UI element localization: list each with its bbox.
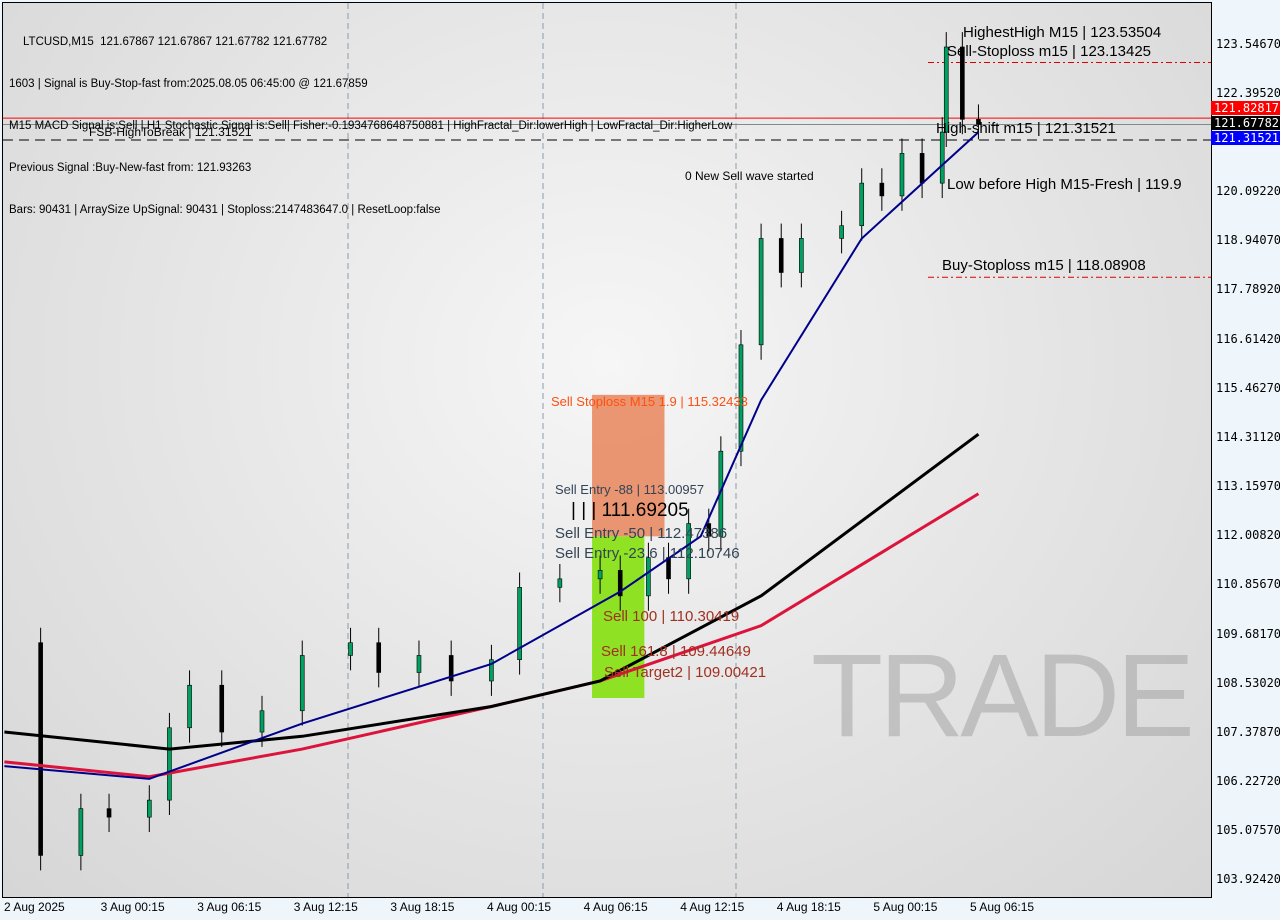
chart-header: LTCUSD,M15 121.67867 121.67867 121.67782… xyxy=(9,7,732,245)
y-tick-label: 112.00820 xyxy=(1216,527,1280,542)
x-tick-label: 3 Aug 12:15 xyxy=(293,900,358,914)
indicator-line: M15 MACD Signal is:Sell | H1 Stochastic … xyxy=(9,120,733,132)
sell-entry-88-label: Sell Entry -88 | 113.00957 xyxy=(555,482,705,497)
candle-body xyxy=(348,642,353,656)
high-shift-label: High-shift m15 | 121.31521 xyxy=(936,120,1116,137)
candle-body xyxy=(557,578,563,588)
sell-100-label: Sell 100 | 110.30419 xyxy=(603,608,740,625)
bars-info: Bars: 90431 | ArraySize UpSignal: 90431 … xyxy=(9,204,441,216)
candle-body xyxy=(706,523,712,537)
candle-body xyxy=(219,684,225,733)
y-tick-label: 110.85670 xyxy=(1216,576,1280,591)
candle-body xyxy=(167,727,172,801)
sell-entry-23-label: Sell Entry -23.6 | 112.10746 xyxy=(555,545,740,562)
sell-target2-label: Sell Target2 | 109.00421 xyxy=(604,664,767,681)
candle-body xyxy=(38,642,43,856)
candle-body xyxy=(299,655,305,712)
y-tick-label: 115.46270 xyxy=(1216,380,1280,395)
candle-body xyxy=(376,642,382,673)
candle-body xyxy=(617,570,623,597)
price-badge-blue: 121.31521 xyxy=(1211,131,1280,145)
price-badge-current: 121.67782 xyxy=(1211,116,1280,130)
fsb-label: FSB-HighToBreak | 121.31521 xyxy=(89,125,252,139)
candle-body xyxy=(517,587,522,661)
y-tick-label: 122.39520 xyxy=(1216,85,1280,100)
candle-body xyxy=(976,119,981,125)
candle-body xyxy=(778,238,784,273)
candle-body xyxy=(839,225,844,239)
x-tick-label: 2 Aug 2025 xyxy=(4,900,65,914)
y-tick-label: 107.37870 xyxy=(1216,724,1280,739)
x-tick-label: 4 Aug 18:15 xyxy=(776,900,841,914)
candle-body xyxy=(448,655,454,682)
y-tick-label: 116.61420 xyxy=(1216,331,1280,346)
x-tick-label: 3 Aug 18:15 xyxy=(390,900,455,914)
candle-body xyxy=(879,182,885,197)
symbol-ohlc: LTCUSD,M15 121.67867 121.67867 121.67782… xyxy=(23,36,328,48)
candle-body xyxy=(489,659,494,682)
chart-canvas xyxy=(3,3,1211,897)
low-before-high-label: Low before High M15-Fresh | 119.9 xyxy=(947,176,1182,193)
x-tick-label: 5 Aug 00:15 xyxy=(873,900,938,914)
highest-high-label: HighestHigh M15 | 123.53504 xyxy=(963,24,1162,41)
candle-body xyxy=(799,238,804,273)
y-tick-label: 108.53020 xyxy=(1216,675,1280,690)
x-tick-label: 4 Aug 12:15 xyxy=(680,900,745,914)
candle-body xyxy=(597,570,603,580)
candle-body xyxy=(106,808,112,818)
y-tick-label: 106.22720 xyxy=(1216,773,1280,788)
x-tick-label: 5 Aug 06:15 xyxy=(970,900,1035,914)
y-tick-label: 118.94070 xyxy=(1216,232,1280,247)
ma-fast-line xyxy=(4,131,980,780)
previous-signal: Previous Signal :Buy-New-fast from: 121.… xyxy=(9,162,252,174)
ma-mid-line xyxy=(4,432,980,751)
candle-body xyxy=(859,182,865,226)
candle-body xyxy=(686,523,691,580)
candle-body xyxy=(939,131,945,184)
chart-plot-area[interactable]: TRADE LTCUSD,M15 121.67867 121.67867 121… xyxy=(2,2,1212,898)
y-tick-label: 105.07570 xyxy=(1216,822,1280,837)
sell-stoploss-label: Sell-Stoploss m15 | 123.13425 xyxy=(947,43,1152,60)
candle-body xyxy=(738,344,744,452)
candle-body xyxy=(187,684,192,729)
buy-stoploss-label: Buy-Stoploss m15 | 118.08908 xyxy=(942,257,1146,274)
y-tick-label: 120.09220 xyxy=(1216,183,1280,198)
ma-slow-line xyxy=(4,492,980,779)
price-badge-red: 121.82817 xyxy=(1211,101,1280,115)
sell-entry-50-label: Sell Entry -50 | 112.47386 xyxy=(555,525,728,542)
x-tick-label: 4 Aug 06:15 xyxy=(583,900,648,914)
y-tick-label: 113.15970 xyxy=(1216,478,1280,493)
y-tick-label: 114.31120 xyxy=(1216,429,1280,444)
candle-body xyxy=(416,655,422,673)
y-tick-label: 109.68170 xyxy=(1216,626,1280,641)
level-label: | | | 111.69205 xyxy=(571,500,689,521)
candle-body xyxy=(259,710,265,733)
candle-body xyxy=(919,153,925,184)
new-wave-label: 0 New Sell wave started xyxy=(685,169,814,183)
candle-body xyxy=(899,153,905,197)
x-tick-label: 4 Aug 00:15 xyxy=(487,900,552,914)
sell-stoploss-m15-label: Sell Stoploss M15 1.9 | 115.32433 xyxy=(551,394,748,409)
candle-body xyxy=(646,557,651,597)
candle-body xyxy=(147,799,152,818)
candle-body xyxy=(758,238,764,346)
x-tick-label: 3 Aug 06:15 xyxy=(197,900,262,914)
sell-161-label: Sell 161.8 | 109.44649 xyxy=(601,643,751,660)
candle-body xyxy=(943,46,949,133)
candle-body xyxy=(960,46,965,120)
x-tick-label: 3 Aug 00:15 xyxy=(100,900,165,914)
y-tick-label: 103.92420 xyxy=(1216,871,1280,886)
y-tick-label: 123.54670 xyxy=(1216,37,1280,51)
signal-line: 1603 | Signal is Buy-Stop-fast from:2025… xyxy=(9,78,368,90)
watermark-logo: TRADE xyxy=(811,630,1195,762)
y-tick-label: 117.78920 xyxy=(1216,281,1280,296)
candle-body xyxy=(78,808,84,856)
sell-zone xyxy=(592,394,665,537)
